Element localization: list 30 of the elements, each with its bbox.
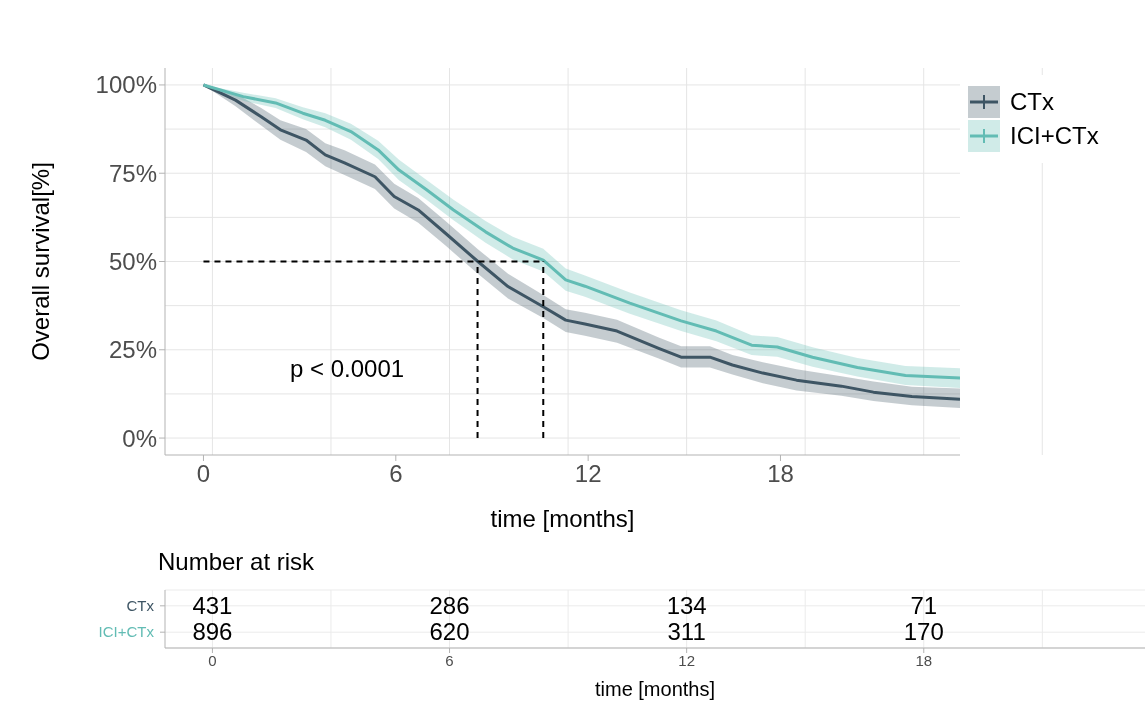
y-tick-label: 50%	[108, 248, 157, 276]
chart-title: Number at risk	[158, 548, 315, 576]
data-label: 286	[429, 591, 470, 619]
x-axis-title: time [months]	[490, 505, 635, 532]
data-label: 431	[192, 591, 233, 619]
y-tick-label: 75%	[108, 159, 157, 187]
x-tick-label: 12	[574, 460, 602, 488]
x-tick-label: 0	[208, 651, 217, 669]
x-tick-label: 6	[389, 460, 403, 488]
legend-label: ICI+CTx	[1010, 122, 1099, 150]
data-label: 311	[667, 618, 706, 646]
x-tick-label: 18	[767, 460, 794, 488]
annotation: p < 0.0001	[290, 355, 405, 383]
y-tick-label: 25%	[108, 336, 157, 364]
x-tick-label: 0	[196, 460, 211, 488]
data-label: 170	[903, 618, 944, 646]
y-tick-label: CTx	[126, 596, 155, 614]
data-label: 134	[666, 591, 707, 619]
y-axis-title: Overall survival[%]	[26, 162, 54, 361]
y-tick-label: 100%	[95, 71, 157, 99]
x-axis-title: time [months]	[594, 678, 716, 700]
data-label: 71	[910, 591, 938, 619]
y-tick-label: ICI+CTx	[98, 623, 155, 641]
x-tick-label: 12	[678, 651, 695, 669]
x-tick-label: 18	[915, 651, 933, 669]
x-tick-label: 6	[445, 651, 454, 669]
data-label: 896	[192, 618, 233, 646]
legend-label: CTx	[1010, 88, 1054, 116]
data-label: 620	[429, 618, 470, 646]
y-tick-label: 0%	[122, 424, 157, 452]
